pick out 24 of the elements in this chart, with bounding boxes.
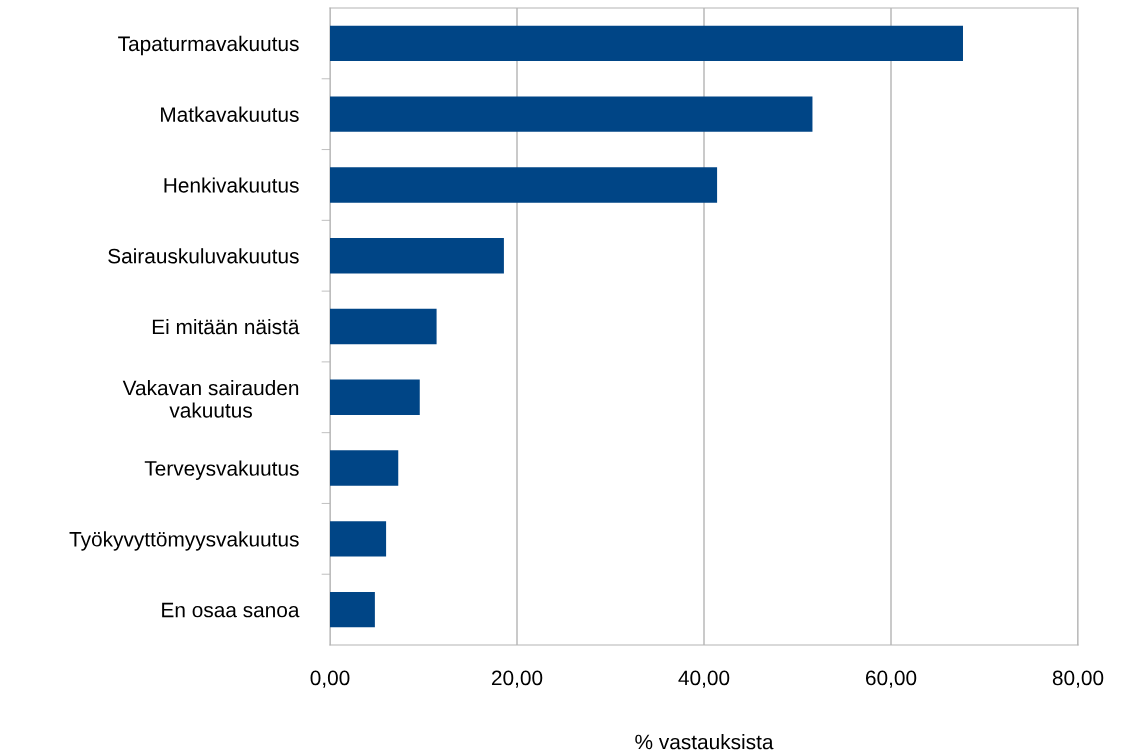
x-axis-title: % vastauksista: [635, 734, 774, 750]
bar: [330, 25, 963, 62]
bar: [330, 167, 718, 203]
y-tick-label: Työkyvyttömyysvakuutus: [69, 531, 299, 551]
x-tick-label: 20,00: [491, 670, 543, 688]
y-tick-label: Sairauskuluvakuutus: [108, 248, 299, 264]
bar: [330, 379, 420, 415]
bar: [330, 450, 399, 486]
bar: [330, 591, 375, 628]
y-tick-label: En osaa sanoa: [162, 602, 300, 618]
y-tick-label: Terveysvakuutus: [144, 460, 299, 480]
x-tick-label: 60,00: [865, 670, 917, 688]
bar: [330, 238, 504, 274]
bar: [330, 521, 387, 557]
y-tick-label: Vakavan sairauden vakuutus: [122, 380, 299, 418]
bar: [330, 96, 813, 132]
y-tick-label: Matkavakuutus: [161, 106, 299, 122]
x-tick-label: 80,00: [1052, 670, 1104, 688]
y-tick-label: Tapaturmavakuutus: [118, 35, 299, 56]
x-tick-label: 0,00: [310, 670, 350, 688]
bar: [330, 308, 437, 345]
y-tick-label: Ei mitään näistä: [152, 318, 300, 335]
y-tick-label: Henkivakuutus: [164, 177, 299, 193]
x-tick-label: 40,00: [678, 670, 730, 688]
